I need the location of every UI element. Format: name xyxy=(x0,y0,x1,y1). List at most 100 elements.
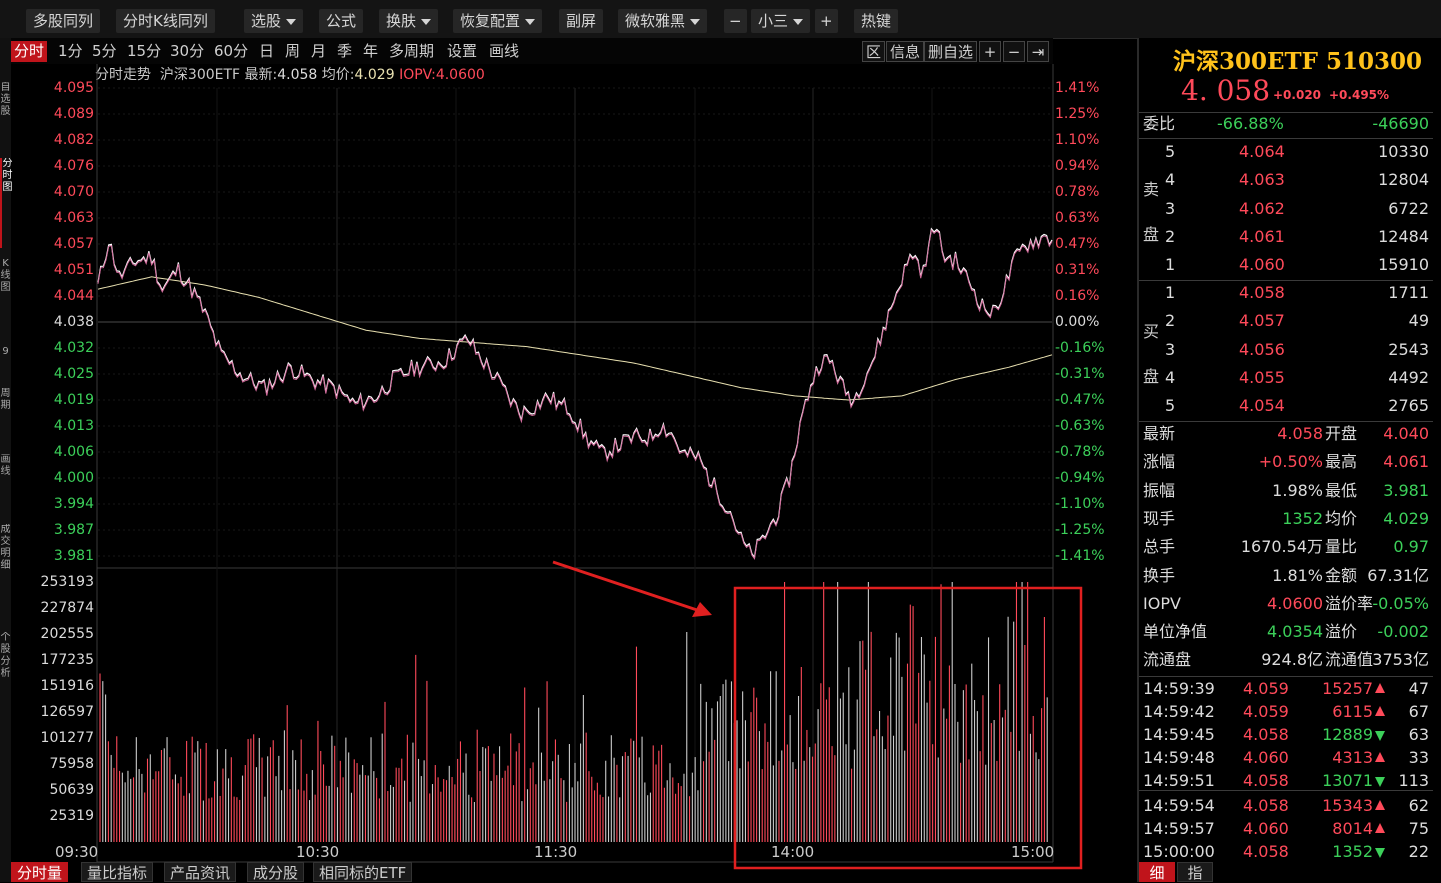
tab-detail[interactable]: 细 xyxy=(1139,862,1175,882)
bid-row: 2 4.057 49 xyxy=(1139,310,1435,332)
tab-intraday-volume[interactable]: 分时量 xyxy=(11,862,69,882)
iopv-value: 4.0600 xyxy=(435,67,485,83)
annotation-arrow-shaft xyxy=(552,560,701,613)
sub-screen-button[interactable]: 副屏 xyxy=(559,9,604,33)
pct-axis-label: -0.31% xyxy=(1055,366,1105,382)
formula-button[interactable]: 公式 xyxy=(319,9,364,33)
period-60min[interactable]: 60分 xyxy=(214,42,249,60)
stat-label: 最高 xyxy=(1325,452,1358,472)
period-day[interactable]: 日 xyxy=(259,42,275,60)
volume-axis-label: 75958 xyxy=(49,756,94,772)
tick-row: 14:59:45 4.058 12889 63 xyxy=(1139,724,1435,746)
arrow-down-icon xyxy=(1375,770,1385,792)
font-size-minus-button[interactable]: − xyxy=(724,9,747,33)
nav-period[interactable]: 周期 xyxy=(0,388,11,411)
tick-time: 14:59:57 xyxy=(1143,819,1215,838)
pct-axis-label: 0.94% xyxy=(1055,158,1100,174)
font-dropdown[interactable]: 微软雅黑 xyxy=(618,9,708,33)
nav-kline[interactable]: K线图 xyxy=(0,258,11,293)
pct-axis-label: 0.31% xyxy=(1055,262,1100,278)
stat-row: 最新 4.058 开盘 4.040 xyxy=(1139,423,1435,445)
price-axis-label: 4.051 xyxy=(53,262,94,278)
weibi-diff: -46690 xyxy=(1372,114,1429,133)
period-5min[interactable]: 5分 xyxy=(92,42,117,60)
nav-intraday[interactable]: 分时图 xyxy=(0,158,13,248)
nav-stock-analysis[interactable]: 个股分析 xyxy=(0,632,11,679)
remove-watchlist-button[interactable]: 删自选 xyxy=(924,41,978,62)
price-axis-label: 4.044 xyxy=(53,288,94,304)
tick-row: 14:59:48 4.060 4313 33 xyxy=(1139,747,1435,769)
pct-axis-label: 0.47% xyxy=(1055,236,1100,252)
security-title: 沪深300ETF 510300 xyxy=(1173,48,1423,75)
stat-value: 0.97 xyxy=(1393,537,1429,557)
pct-axis-label: -0.63% xyxy=(1055,418,1105,434)
stat-value: 1.81% xyxy=(1272,565,1323,585)
volume-axis-label: 50639 xyxy=(49,782,94,798)
stat-value: 4.058 xyxy=(1277,424,1323,443)
chart-header: 分时走势 沪深300ETF 最新:4.058 均价:4.029 IOPV:4.0… xyxy=(95,66,485,84)
multi-stock-button[interactable]: 多股同列 xyxy=(26,9,101,33)
period-intraday[interactable]: 分时 xyxy=(11,41,48,62)
period-week[interactable]: 周 xyxy=(285,42,301,60)
range-tool-button[interactable]: 区 xyxy=(862,41,886,62)
zoom-out-icon[interactable]: − xyxy=(1003,41,1025,62)
period-year[interactable]: 年 xyxy=(363,42,379,60)
tick-volume: 1352 xyxy=(1332,842,1373,861)
stat-label: 溢价率 xyxy=(1325,593,1374,613)
pct-axis-label: 0.63% xyxy=(1055,210,1100,226)
pct-axis-label: -0.16% xyxy=(1055,340,1105,356)
info-button[interactable]: 信息 xyxy=(886,41,925,62)
bid-volume: 2543 xyxy=(1388,339,1429,359)
period-multi[interactable]: 多周期 xyxy=(389,42,435,60)
price-axis-label: 4.076 xyxy=(53,158,94,174)
period-month[interactable]: 月 xyxy=(311,42,327,60)
weibi-pct: -66.88% xyxy=(1217,114,1284,133)
period-draw[interactable]: 画线 xyxy=(489,42,520,60)
volume-axis-label: 253193 xyxy=(40,574,94,590)
font-size-plus-button[interactable]: + xyxy=(815,9,838,33)
skip-end-icon[interactable]: ⇥ xyxy=(1027,41,1049,62)
stat-value: 3.981 xyxy=(1383,480,1429,500)
period-settings[interactable]: 设置 xyxy=(447,42,478,60)
chevron-down-icon xyxy=(690,18,701,25)
volume-axis-label: 177235 xyxy=(40,652,94,668)
period-1min[interactable]: 1分 xyxy=(58,42,83,60)
stat-value: 4.0354 xyxy=(1267,622,1323,642)
ask-row: 3 4.062 6722 xyxy=(1139,198,1435,220)
stat-label: 流通盘 xyxy=(1143,650,1192,670)
tab-index[interactable]: 指 xyxy=(1177,862,1213,882)
tab-volume-ratio[interactable]: 量比指标 xyxy=(81,862,154,882)
intraday-kline-button[interactable]: 分时K线同列 xyxy=(116,9,215,33)
bid-level: 4 xyxy=(1165,367,1176,387)
font-size-dropdown[interactable]: 小三 xyxy=(751,9,811,33)
ask-level: 4 xyxy=(1165,170,1176,190)
period-15min[interactable]: 15分 xyxy=(127,42,162,60)
tick-row: 14:59:39 4.059 15257 47 xyxy=(1139,678,1435,700)
tick-count: 22 xyxy=(1408,842,1429,861)
zoom-in-icon[interactable]: + xyxy=(979,41,1001,62)
nav-nine[interactable]: 9 xyxy=(2,346,9,357)
bid-price: 4.057 xyxy=(1239,311,1285,331)
bid-price: 4.056 xyxy=(1239,339,1285,359)
nav-trade-detail[interactable]: 成交明细 xyxy=(0,524,11,571)
tab-constituents[interactable]: 成分股 xyxy=(247,862,305,882)
stat-label: 金额 xyxy=(1325,565,1358,585)
restore-config-dropdown[interactable]: 恢复配置 xyxy=(453,9,543,33)
chevron-down-icon xyxy=(286,18,297,25)
nav-draw[interactable]: 画线 xyxy=(0,454,11,477)
bid-level: 1 xyxy=(1165,283,1176,302)
price-change: +0.020 xyxy=(1273,88,1322,102)
hotkey-button[interactable]: 热键 xyxy=(854,9,899,33)
tab-same-underlying-etf[interactable]: 相同标的ETF xyxy=(313,862,413,882)
stat-value: 1352 xyxy=(1282,508,1323,528)
tab-product-info[interactable]: 产品资讯 xyxy=(164,862,237,882)
nav-watchlist[interactable]: 自选股 xyxy=(0,82,11,117)
ask-level: 5 xyxy=(1165,142,1176,161)
period-30min[interactable]: 30分 xyxy=(170,42,205,60)
period-quarter[interactable]: 季 xyxy=(337,42,353,60)
stat-value: 4.040 xyxy=(1383,424,1429,443)
latest-label: 最新: xyxy=(244,67,278,83)
stock-picker-dropdown[interactable]: 选股 xyxy=(244,9,304,33)
skin-dropdown[interactable]: 换肤 xyxy=(379,9,439,33)
pct-axis-label: -1.25% xyxy=(1055,522,1105,538)
